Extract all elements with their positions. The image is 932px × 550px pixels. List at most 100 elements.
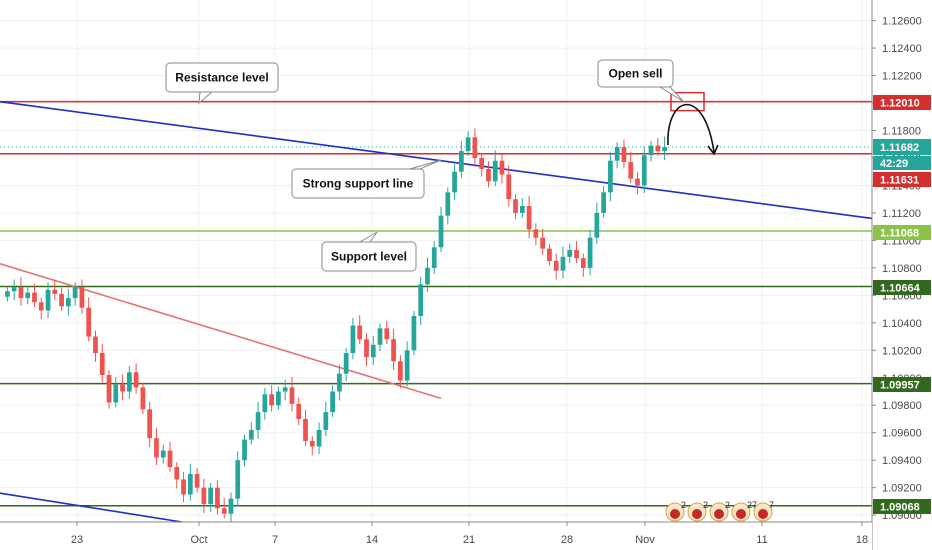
candle [140,382,146,415]
candle-body [486,168,491,182]
candle-body [282,387,288,392]
price-axis-label: 1.12400 [882,43,922,55]
candle-body [641,155,647,186]
candle-body [614,146,620,161]
candle-body [425,267,430,285]
price-axis-label: 1.10800 [882,263,922,275]
candle [296,397,302,426]
candle-body [377,328,383,345]
price-tag: 1.11682 [873,139,931,155]
candle [303,410,308,446]
candle [397,355,403,389]
candle [404,341,410,387]
price-axis-label: 1.09200 [882,483,922,495]
flag-icon [670,509,680,519]
time-axis-label: 18 [856,534,868,546]
candle-body [160,450,166,458]
price-tag-label: 1.09957 [880,380,920,392]
price-tag: 1.10664 [873,280,931,295]
annotation-callout[interactable]: Support level [321,231,417,272]
candle-body [553,261,559,271]
candle [201,478,207,514]
candle [147,401,153,448]
candle-body [316,429,322,447]
candle-body [411,315,417,351]
callout-label: Strong support line [303,177,414,191]
price-axis[interactable]: 1.090001.092001.094001.096001.098001.100… [871,0,932,550]
candle-body [648,145,654,156]
candle-body [38,302,44,311]
candle-body [337,373,342,392]
candle [370,335,376,365]
candle-body [215,487,220,509]
price-tag-label: 42:29 [880,158,908,170]
price-tag-label: 1.12010 [880,98,920,110]
candle-body [662,146,667,152]
price-tag-background [873,172,931,187]
candle [79,279,85,314]
candle [269,385,275,412]
candle-body [492,160,498,182]
price-axis-label: 1.10400 [882,318,922,330]
candle [309,436,315,456]
open-sell-zone [670,91,705,112]
candle-body [309,440,315,447]
candle-body [519,206,525,213]
candle [492,150,498,187]
candle [553,253,559,280]
candle-body [655,145,661,152]
price-tag-background [873,156,931,170]
candle [614,142,620,169]
candle-body [635,178,640,186]
event-flag-icon[interactable]: 27 [731,500,757,522]
candle [337,364,342,401]
annotation-callout[interactable]: Open sell [597,59,685,103]
price-tag-label: 1.09068 [880,502,920,514]
candle-body [25,292,31,299]
annotation-callout[interactable]: Strong support line [291,159,442,199]
candle [154,427,159,465]
candle [52,279,58,301]
candle [431,241,437,275]
price-tag-label: 1.11068 [880,228,919,240]
candle-body [533,229,539,238]
event-count: 7 [769,500,774,510]
candle [5,286,10,302]
candle [655,138,661,156]
price-axis-label: 1.09600 [882,428,922,440]
price-tag: 1.11631 [873,172,931,187]
price-axis-label: 1.11800 [882,126,921,138]
candle-body [601,192,607,213]
candle [242,434,247,467]
price-axis-label: 1.12600 [882,16,922,28]
event-flag-icon[interactable]: 2 [665,500,686,522]
candle [86,297,92,342]
candle-body [72,287,78,299]
event-flag-icon[interactable]: 7 [753,500,774,522]
price-tag-background [873,280,931,295]
candle-body [59,293,64,307]
candle [181,471,186,503]
event-flag-icon[interactable]: 2 [709,500,730,522]
candle-body [276,391,281,406]
candle [248,422,254,445]
event-flag-icon[interactable]: 2 [687,500,708,522]
candle-body [262,394,268,413]
price-tag-label: 1.10664 [880,283,921,295]
callout-pointer [198,91,214,105]
time-axis-label: 11 [756,534,767,546]
candle-body [506,174,512,200]
candle-body [32,292,37,303]
events-row[interactable]: 2 2 2 27 7 [665,500,774,522]
annotation-callout[interactable]: Resistance level [165,62,279,105]
candle [384,320,390,345]
candle [289,377,295,412]
candle-body [513,199,518,213]
time-axis[interactable]: 23 Oct 7 14 21 28 Nov 11 18 [0,521,872,550]
candle-body [438,215,444,248]
candle [228,492,234,523]
candle [357,315,363,345]
price-tag-background [873,499,931,514]
candle [519,198,525,218]
